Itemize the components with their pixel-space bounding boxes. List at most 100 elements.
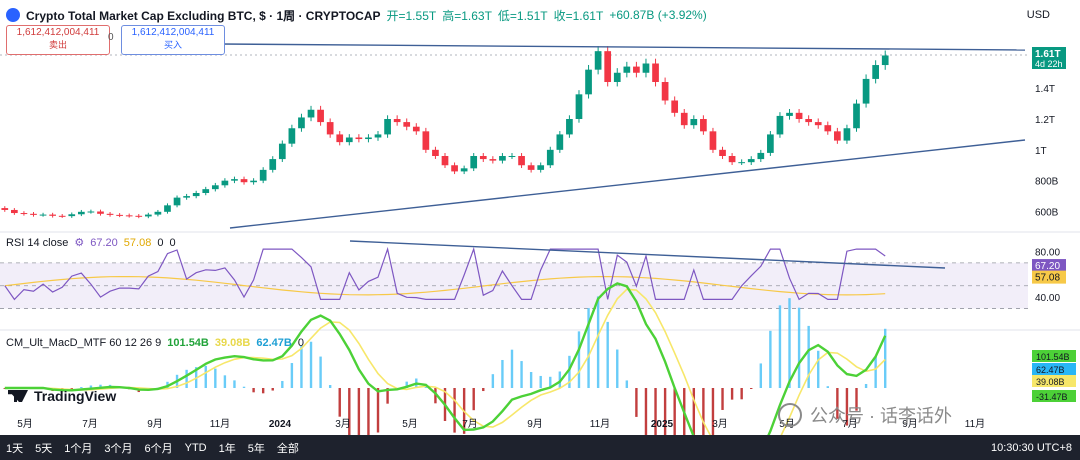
candle-body — [843, 128, 851, 141]
buy-button[interactable]: 1,612,412,004,411 买入 — [121, 25, 225, 55]
sell-label: 卖出 — [48, 40, 67, 50]
candle-body — [269, 159, 277, 170]
candle-body — [393, 119, 401, 123]
candle-body — [652, 63, 659, 82]
macd-histogram-bar — [520, 361, 523, 388]
macd-pane: 101.54B 62.47B 39.08B -31.47B — [3, 282, 1076, 460]
macd-histogram-bar — [376, 388, 380, 433]
candle-body — [326, 122, 334, 135]
candle-body — [49, 214, 56, 216]
settings-icon[interactable]: ⚙ — [74, 237, 85, 249]
rsi-zero-2: 0 — [169, 236, 176, 249]
macd-legend[interactable]: CM_Ult_MacD_MTF 60 12 26 9 101.54B 39.08… — [6, 337, 304, 349]
candle-body — [566, 119, 573, 135]
macd-value-tag — [1032, 375, 1076, 387]
macd-histogram-bar — [836, 388, 839, 419]
macd-histogram-bar — [529, 372, 533, 388]
candle-body — [479, 156, 487, 160]
rsi-value: 67.20 — [90, 236, 118, 249]
macd-histogram-bar — [740, 388, 743, 400]
candle-body — [499, 156, 506, 161]
macd-histogram-bar — [654, 388, 657, 454]
macd-histogram-bar — [577, 331, 581, 388]
macd-histogram-bar — [539, 375, 542, 388]
range-5d[interactable]: 5天 — [35, 442, 53, 455]
macd-value-3: 62.47B — [256, 337, 292, 349]
range-5y[interactable]: 5年 — [247, 442, 265, 455]
macd-histogram-bar — [328, 385, 332, 388]
macd-histogram-bar — [826, 386, 829, 388]
time-tick-label: 7月 — [462, 418, 478, 430]
symbol-title[interactable]: Crypto Total Market Cap Excluding BTC, $… — [26, 8, 381, 23]
ohlc-open: 开=1.55T — [386, 8, 437, 23]
candle-body — [116, 214, 123, 216]
range-1y[interactable]: 1年 — [218, 442, 236, 455]
currency-label[interactable]: USD — [1026, 9, 1050, 21]
time-tick-label: 2024 — [269, 419, 292, 430]
macd-histogram-bar — [300, 345, 303, 388]
candle-body — [776, 115, 784, 135]
rsi-tick-label: 80.00 — [1035, 247, 1060, 258]
rsi-last-label: 67.20 — [1035, 261, 1060, 272]
candle-body — [537, 165, 545, 170]
macd-histogram-bar — [635, 388, 638, 417]
macd-histogram-bar — [702, 388, 705, 460]
last-price-label: 1.61T — [1035, 49, 1061, 60]
candle-body — [604, 51, 612, 82]
rsi-zero-1: 0 — [157, 236, 164, 249]
macd-histogram-bar — [549, 376, 552, 388]
candle-body — [77, 211, 85, 215]
candle-body — [58, 215, 66, 217]
macd-histogram-bar — [750, 388, 753, 389]
candle-body — [307, 109, 315, 118]
macd-histogram-bar — [281, 380, 284, 388]
range-ytd[interactable]: YTD — [184, 441, 207, 454]
macd-histogram-bar — [357, 388, 361, 453]
candle-body — [365, 137, 372, 140]
candle-body — [738, 162, 746, 164]
candle-body — [202, 189, 210, 193]
rsi-line — [4, 246, 886, 301]
macd-histogram-bar — [644, 388, 648, 451]
macd-value-tag — [1032, 390, 1076, 402]
range-6m[interactable]: 6个月 — [144, 442, 173, 455]
macd-histogram-bar — [778, 305, 782, 388]
macd-value-label: -31.47B — [1036, 392, 1068, 402]
range-3m[interactable]: 3个月 — [104, 442, 133, 455]
macd-histogram-bar — [223, 375, 227, 388]
rsi-ma-line — [4, 276, 886, 296]
candle-body — [278, 143, 286, 160]
candle-body — [173, 197, 181, 206]
range-1m[interactable]: 1个月 — [64, 442, 93, 455]
candle-body — [422, 131, 430, 150]
range-all[interactable]: 全部 — [276, 442, 299, 455]
candle-body — [135, 215, 143, 217]
macd-histogram-bar — [233, 380, 236, 388]
clock: 10:30:30 UTC+8 — [990, 441, 1072, 454]
sell-button[interactable]: 1,612,412,004,411 卖出 — [6, 25, 110, 55]
candle-body — [154, 211, 162, 215]
chart-header: Crypto Total Market Cap Excluding BTC, $… — [6, 4, 707, 26]
candle-body — [374, 134, 382, 138]
macd-histogram-bar — [99, 384, 102, 388]
candle-body — [412, 126, 420, 132]
rsi-ma-last-tag — [1032, 270, 1066, 284]
time-tick-label: 3月 — [712, 418, 728, 430]
macd-histogram-bar — [405, 381, 408, 388]
macd-histogram-bar — [817, 350, 820, 388]
macd-name: CM_Ult_MacD_MTF 60 12 26 9 — [6, 337, 162, 349]
range-1d[interactable]: 1天 — [6, 442, 24, 455]
buy-label: 买入 — [163, 40, 182, 50]
candle-body — [87, 211, 95, 213]
price-tick-label: 1.2T — [1035, 115, 1055, 126]
candle-body — [853, 103, 860, 129]
range-toolbar: 1天 5天 1个月 3个月 6个月 YTD 1年 5年 全部 10:30:30 … — [0, 435, 1080, 460]
price-tick-label: 1T — [1035, 146, 1047, 157]
candle-body — [221, 180, 229, 186]
rsi-legend[interactable]: RSI 14 close ⚙ 67.20 57.08 0 0 — [6, 236, 176, 250]
price-tick-label: 1.4T — [1035, 84, 1055, 95]
support-trendline — [229, 139, 1026, 229]
candle-body — [211, 185, 219, 190]
candle-body — [671, 100, 679, 113]
tradingview-logo[interactable]: TradingView — [8, 388, 116, 404]
